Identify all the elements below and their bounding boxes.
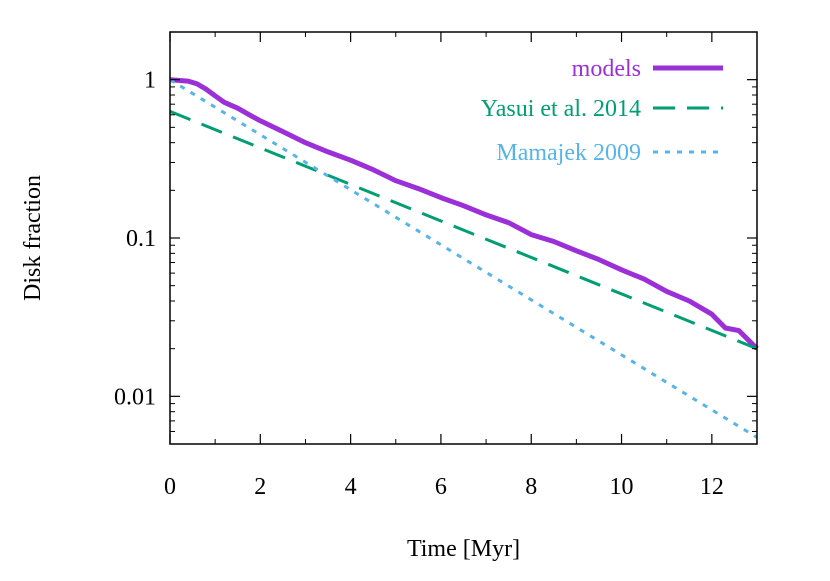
- series-line-1: [169, 110, 758, 351]
- legend-label-mamajek: Mamajek 2009: [496, 140, 641, 166]
- plot-frame: [169, 31, 758, 445]
- y-tick-label: 0.01: [114, 384, 156, 410]
- y-axis-label: Disk fraction: [20, 175, 46, 301]
- series-layer: [169, 77, 759, 439]
- ticks-layer: 0 2 4 6 8 10 12 1 0.1 0.01: [114, 31, 757, 500]
- legend-label-yasui: Yasui et al. 2014: [481, 96, 641, 122]
- series-line-2: [169, 78, 758, 439]
- x-axis-label: Time [Myr]: [407, 536, 520, 562]
- series-line-0: [169, 77, 759, 351]
- legend-label-models: models: [572, 56, 641, 82]
- legend: models Yasui et al. 2014 Mamajek 2009: [481, 56, 723, 166]
- x-tick-label: 2: [254, 474, 266, 500]
- x-tick-label: 4: [345, 474, 357, 500]
- x-tick-label: 10: [610, 474, 634, 500]
- y-tick-label: 1: [144, 68, 156, 94]
- x-tick-label: 6: [435, 474, 447, 500]
- x-tick-label: 8: [525, 474, 537, 500]
- x-tick-label: 12: [700, 474, 724, 500]
- y-tick-label: 0.1: [126, 226, 156, 252]
- x-tick-label: 0: [164, 474, 176, 500]
